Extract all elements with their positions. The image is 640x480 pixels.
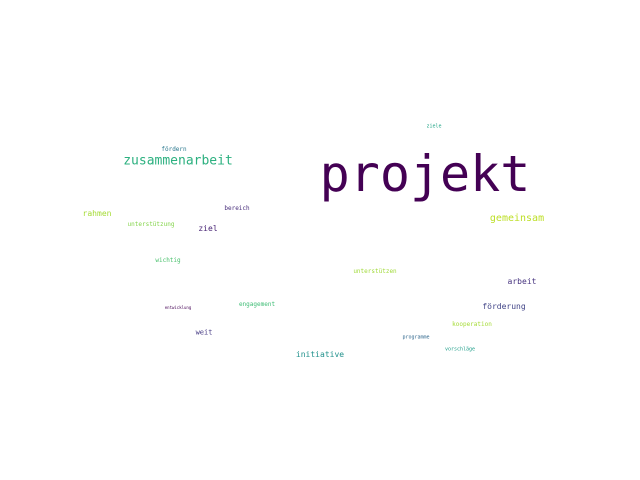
word-engagement: engagement	[238, 301, 276, 308]
word-programme: programme	[402, 334, 430, 341]
word-projekt: projekt	[319, 145, 531, 203]
word-entwicklung: entwicklung	[164, 305, 192, 310]
word-ziel: ziel	[198, 224, 218, 233]
word-weit: weit	[195, 328, 213, 337]
word-wichtig: wichtig	[155, 257, 181, 264]
word-unterstuetzung: unterstützung	[127, 221, 175, 228]
word-unterstuetzen: unterstützen	[353, 268, 397, 275]
word-vorschlaege: vorschläge	[444, 346, 476, 353]
word-kooperation: kooperation	[452, 321, 492, 328]
word-arbeit: arbeit	[507, 277, 537, 286]
word-bereich: bereich	[224, 205, 250, 212]
word-gemeinsam: gemeinsam	[489, 213, 545, 224]
word-initiative: initiative	[295, 350, 345, 359]
word-foerdern: fördern	[161, 146, 187, 153]
word-zusammenarbeit: zusammenarbeit	[123, 153, 233, 169]
word-ziele: ziele	[426, 123, 442, 130]
word-foerderung: förderung	[482, 302, 526, 311]
word-rahmen: rahmen	[82, 209, 112, 218]
